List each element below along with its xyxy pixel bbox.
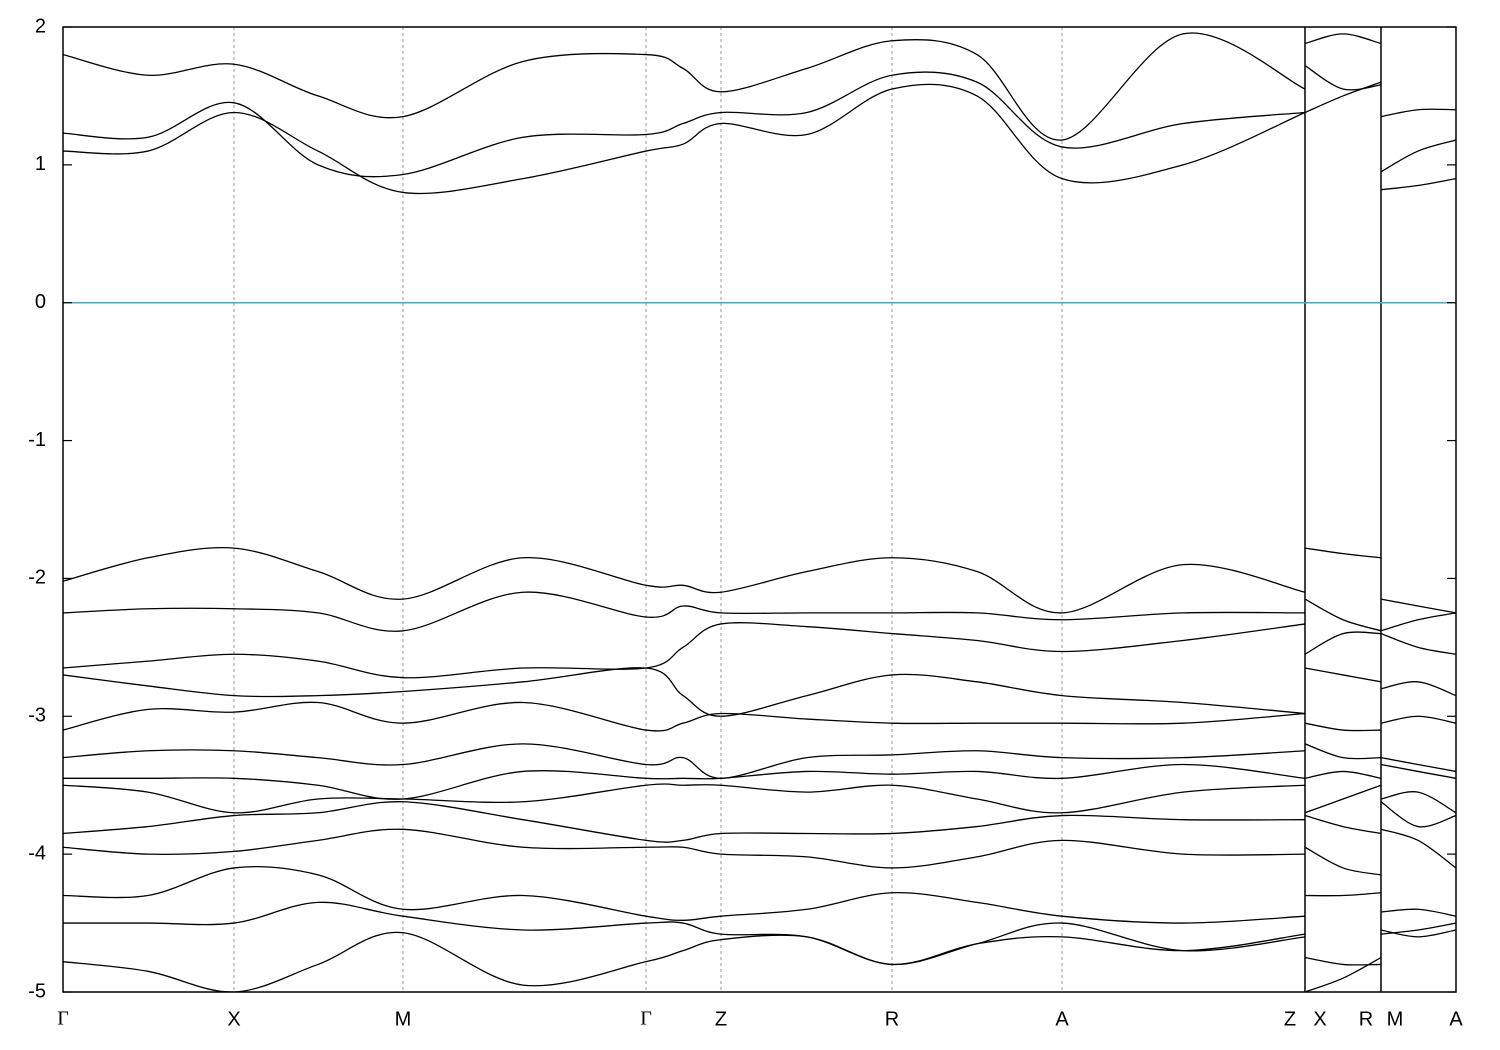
y-tick-label: -5 — [28, 980, 46, 1002]
x-tick-label: Γ — [57, 1008, 69, 1030]
band — [63, 622, 1456, 679]
band — [63, 783, 1456, 814]
y-tick-label: 1 — [35, 153, 46, 175]
band — [63, 763, 1456, 800]
band — [63, 743, 1456, 779]
grid — [63, 27, 1456, 992]
y-tick-label: 2 — [35, 15, 46, 37]
plot-frame — [62, 26, 1457, 993]
x-tick-label: R — [885, 1008, 899, 1030]
band — [63, 65, 1456, 178]
y-tick-label: -2 — [28, 567, 46, 589]
band — [63, 32, 1456, 141]
band — [63, 667, 1456, 717]
band — [63, 81, 1456, 195]
bands — [63, 32, 1456, 992]
x-tick-label: X — [227, 1008, 240, 1030]
y-tick-label: -1 — [28, 429, 46, 451]
y-tick-label: -3 — [28, 705, 46, 727]
x-tick-label: Z — [1284, 1008, 1296, 1030]
y-tick-label: 0 — [35, 291, 46, 313]
x-tick-label: A — [1449, 1008, 1463, 1030]
x-tick-label: X — [1313, 1008, 1326, 1030]
x-tick-label: A — [1055, 1008, 1069, 1030]
band — [63, 801, 1456, 843]
band — [63, 865, 1456, 924]
band — [63, 901, 1456, 966]
x-tick-label: R — [1359, 1008, 1373, 1030]
band — [63, 591, 1456, 632]
x-tick-label: Γ — [640, 1008, 652, 1030]
y-tick-label: -4 — [28, 842, 46, 864]
band — [63, 828, 1456, 876]
x-tick-label: Z — [715, 1008, 727, 1030]
band — [63, 929, 1456, 992]
x-tick-label: M — [395, 1008, 412, 1030]
band — [63, 547, 1456, 614]
band — [63, 701, 1456, 732]
x-tick-label: M — [1387, 1008, 1404, 1030]
